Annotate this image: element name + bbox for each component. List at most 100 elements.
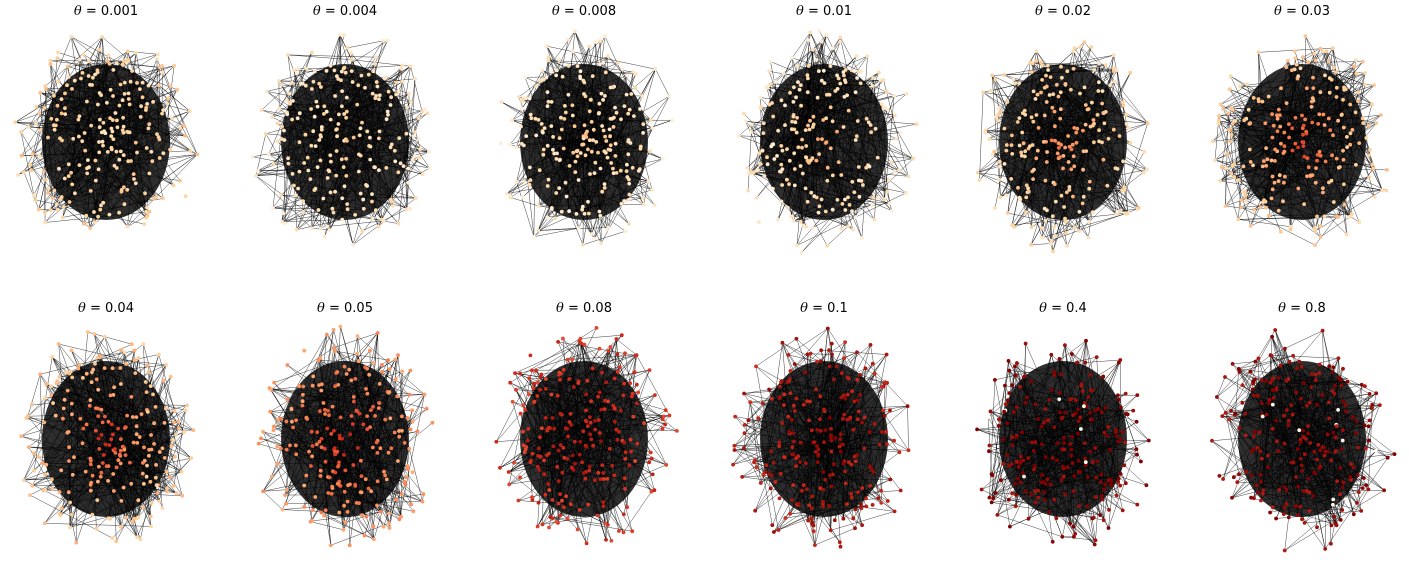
graph-node: [1057, 141, 1061, 145]
graph-node: [328, 228, 332, 232]
graph-node: [384, 75, 388, 79]
graph-node: [306, 169, 310, 173]
graph-node: [874, 127, 878, 131]
graph-node: [1073, 226, 1077, 230]
graph-node: [123, 92, 127, 96]
graph-node: [555, 69, 559, 73]
graph-node: [1006, 211, 1010, 215]
graph-node: [39, 128, 43, 132]
graph-node: [362, 207, 366, 211]
graph-node: [817, 69, 821, 73]
graph-node: [80, 139, 84, 143]
graph-node: [783, 123, 787, 127]
graph-node: [311, 129, 315, 133]
graph-node: [649, 118, 653, 122]
graph-node: [98, 208, 102, 212]
panel-title: θ = 0.04: [0, 301, 223, 316]
graph-node: [609, 143, 613, 147]
graph-node: [93, 220, 97, 224]
graph-node: [593, 171, 597, 175]
graph-node: [368, 136, 372, 140]
graph-node: [795, 131, 799, 135]
graph-node: [793, 167, 797, 171]
graph-node: [328, 153, 332, 157]
graph-node: [57, 167, 61, 171]
graph-node: [70, 183, 74, 187]
graph-node: [1226, 112, 1230, 116]
graph-node: [399, 161, 403, 165]
graph-node: [270, 115, 274, 119]
graph-node: [799, 164, 803, 168]
graph-node: [843, 95, 847, 99]
graph-node: [597, 112, 601, 116]
graph-node: [156, 52, 160, 56]
graph-node: [625, 169, 629, 173]
graph-node: [1122, 185, 1126, 189]
graph-node: [63, 106, 67, 110]
graph-node: [127, 97, 131, 101]
graph-node: [1053, 182, 1057, 186]
graph-node: [1034, 156, 1038, 160]
graph-node: [604, 71, 608, 75]
graph-node: [792, 115, 796, 119]
graph-node: [1247, 108, 1251, 112]
graph-node: [870, 203, 874, 207]
graph-node: [600, 190, 604, 194]
graph-node: [361, 198, 365, 202]
graph-node: [1010, 152, 1014, 156]
graph-node: [825, 244, 829, 248]
graph-node: [290, 81, 294, 85]
graph-node: [67, 162, 71, 166]
graph-node: [39, 91, 43, 95]
graph-node: [573, 29, 577, 33]
graph-node: [280, 125, 284, 129]
graph-node: [1220, 165, 1224, 169]
graph-node: [1217, 114, 1221, 118]
graph-node: [1282, 181, 1286, 185]
graph-node: [633, 86, 637, 90]
graph-node: [1031, 120, 1035, 124]
graph-node: [83, 131, 87, 135]
graph-node: [166, 102, 170, 106]
graph-node: [142, 222, 146, 226]
graph-node: [1056, 152, 1060, 156]
graph-node: [1053, 110, 1057, 114]
graph-node: [606, 54, 610, 58]
graph-node: [1024, 210, 1028, 214]
graph-node: [628, 108, 632, 112]
graph-node: [604, 139, 608, 143]
graph-node: [625, 93, 629, 97]
graph-node: [1030, 225, 1034, 229]
graph-node: [1090, 101, 1094, 105]
graph-node: [94, 179, 98, 183]
graph-node: [866, 54, 870, 58]
graph-node: [397, 136, 401, 140]
graph-node: [528, 183, 532, 187]
graph-node: [546, 90, 550, 94]
graph-node: [1010, 223, 1014, 227]
graph-node: [766, 162, 770, 166]
graph-node: [363, 86, 367, 90]
graph-node: [1060, 194, 1064, 198]
graph-node: [780, 98, 784, 102]
graph-node: [768, 82, 772, 86]
graph-node: [368, 158, 372, 162]
graph-node: [1036, 149, 1040, 153]
graph-node: [371, 92, 375, 96]
graph-node: [564, 111, 568, 115]
graph-node: [758, 151, 762, 155]
graph-node: [305, 67, 309, 71]
graph-node: [653, 203, 657, 207]
graph-node: [788, 159, 792, 163]
graph-node: [1328, 91, 1332, 95]
graph-node: [329, 160, 333, 164]
graph-node: [1331, 133, 1335, 137]
graph-node: [385, 117, 389, 121]
graph-node: [1108, 83, 1112, 87]
graph-node: [1065, 244, 1069, 248]
graph-node: [603, 186, 607, 190]
graph-node: [151, 100, 155, 104]
graph-node: [329, 64, 333, 68]
graph-node: [1293, 142, 1297, 146]
graph-node: [340, 196, 344, 200]
